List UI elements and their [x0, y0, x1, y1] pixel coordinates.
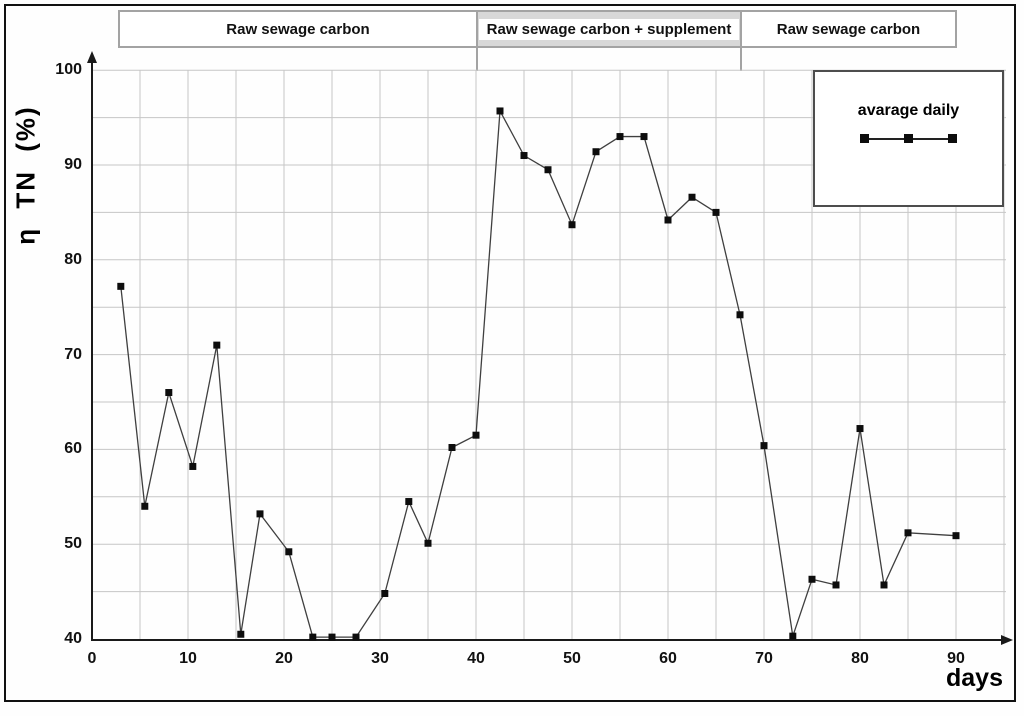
x-tick-label: 10	[179, 650, 197, 667]
legend-line-sample	[860, 134, 957, 143]
legend-entry-label: avarage daily	[857, 102, 960, 119]
data-point-marker	[544, 166, 552, 174]
data-point-marker	[256, 510, 264, 518]
legend-square-marker-icon	[904, 134, 913, 143]
data-point-marker	[448, 444, 456, 452]
x-tick-label: 70	[755, 650, 773, 667]
data-point-marker	[808, 575, 816, 583]
y-tick-label: 60	[64, 440, 82, 458]
data-point-marker	[328, 633, 336, 641]
axes	[87, 51, 1013, 645]
phase-label: Raw sewage carbon	[226, 20, 370, 38]
data-point-marker	[141, 502, 149, 510]
data-point-marker	[880, 581, 888, 589]
y-tick-label: 90	[64, 156, 82, 173]
phase-section-raw-sewage-carbon-1: Raw sewage carbon	[118, 10, 478, 48]
data-point-marker	[568, 221, 576, 229]
legend-box: avarage daily	[813, 70, 1004, 207]
data-point-marker	[285, 548, 293, 556]
y-tick-label: 50	[64, 535, 82, 553]
phase-section-raw-sewage-carbon-2: Raw sewage carbon	[740, 10, 957, 48]
x-tick-label: 30	[371, 650, 389, 667]
data-point-marker	[592, 148, 600, 156]
phase-divider-line	[476, 48, 478, 71]
x-tick-label: 80	[851, 650, 869, 667]
data-point-marker	[189, 462, 197, 470]
x-tick-label: 90	[947, 650, 965, 667]
data-point-marker	[405, 498, 413, 506]
phase-label: Raw sewage carbon + supplement	[478, 18, 740, 40]
phase-section-raw-sewage-carbon-supplement: Raw sewage carbon + supplement	[476, 10, 742, 48]
data-point-marker	[789, 632, 797, 640]
data-point-marker	[856, 425, 864, 433]
legend-square-marker-icon	[860, 134, 869, 143]
x-tick-label: 40	[467, 650, 485, 667]
x-tick-label: 20	[275, 650, 293, 667]
data-point-marker	[496, 107, 504, 115]
legend-square-marker-icon	[948, 134, 957, 143]
x-tick-label: 0	[87, 650, 97, 667]
y-tick-label: 80	[64, 250, 82, 268]
series-avarage-daily	[117, 107, 960, 641]
data-point-marker	[352, 633, 360, 641]
data-point-marker	[664, 216, 672, 224]
data-point-marker	[472, 431, 480, 439]
phase-divider-line	[740, 48, 742, 71]
phase-header-bar: Raw sewage carbon Raw sewage carbon + su…	[118, 10, 957, 48]
y-axis-arrow-icon	[87, 51, 97, 63]
data-point-marker	[904, 529, 912, 537]
data-point-marker	[712, 208, 720, 216]
x-tick-label: 60	[659, 650, 677, 667]
data-point-marker	[640, 133, 648, 141]
data-point-marker	[760, 442, 768, 450]
x-axis-arrow-icon	[1001, 635, 1013, 645]
data-point-marker	[520, 152, 528, 160]
data-point-marker	[237, 630, 245, 638]
data-point-marker	[616, 133, 624, 141]
data-point-marker	[165, 389, 173, 397]
y-tick-label: 100	[55, 61, 82, 79]
data-point-marker	[213, 341, 221, 349]
data-point-marker	[117, 282, 125, 290]
data-point-marker	[309, 633, 317, 641]
y-tick-label: 70	[64, 345, 82, 363]
data-point-marker	[424, 539, 432, 547]
phase-label: Raw sewage carbon	[776, 20, 921, 38]
data-point-marker	[832, 581, 840, 589]
data-point-marker	[736, 311, 744, 319]
data-point-marker	[688, 193, 696, 201]
y-tick-label: 40	[64, 630, 82, 647]
data-point-marker	[952, 532, 960, 540]
data-point-marker	[381, 589, 389, 597]
x-tick-label: 50	[563, 650, 581, 667]
x-axis-title: days	[946, 664, 1003, 692]
